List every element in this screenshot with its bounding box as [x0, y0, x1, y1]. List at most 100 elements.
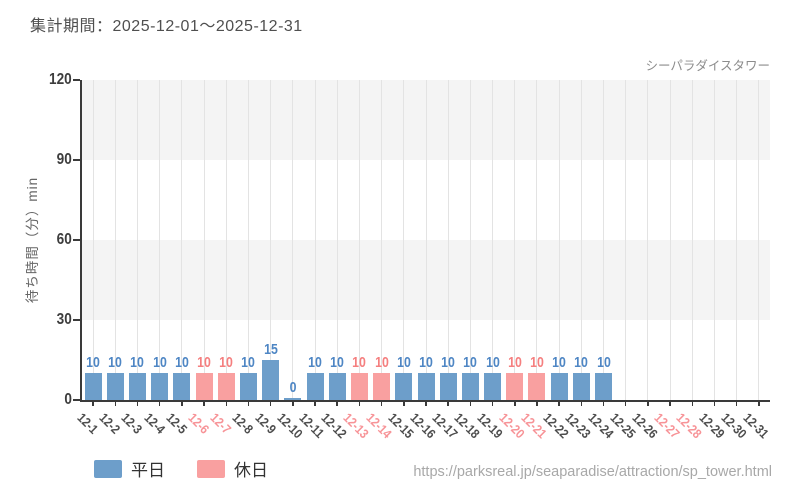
plot-area: 10 10 10 10 10 10 10 10 15 0 10 10 10 10 10 10 10 10 10 10 1…: [49, 71, 771, 441]
y-tick: [73, 319, 80, 321]
x-tick: [314, 401, 316, 406]
x-tick: [136, 401, 139, 406]
bar-12-20: [506, 373, 524, 400]
x-tick: [336, 401, 338, 406]
x-tick: [114, 401, 117, 406]
gridline: [514, 80, 516, 400]
gridline: [714, 80, 716, 400]
legend: 平日 休日: [94, 456, 268, 481]
bar-value-12-9: 15: [263, 341, 278, 358]
y-tick: [73, 239, 80, 241]
gridline: [492, 80, 494, 400]
y-tick: [73, 159, 80, 161]
x-tick-label-12-6: 12-6: [185, 410, 213, 437]
x-tick-label-12-5: 12-5: [163, 410, 191, 437]
x-tick: [735, 401, 738, 406]
gridline: [669, 80, 671, 400]
bar-value-12-7: 10: [219, 354, 234, 372]
bar-value-12-20: 10: [507, 354, 522, 372]
bar-12-19: [484, 373, 502, 400]
legend-item-holiday[interactable]: 休日: [197, 456, 268, 481]
bar-value-12-2: 10: [108, 354, 123, 372]
x-tick-label-12-7: 12-7: [207, 410, 235, 437]
bar-12-9: [262, 360, 280, 400]
bar-value-12-5: 10: [175, 354, 189, 372]
x-tick-label-12-31: 12-31: [740, 410, 772, 442]
x-tick: [92, 401, 94, 406]
bar-12-24: [595, 373, 613, 400]
bar-value-12-24: 10: [596, 354, 611, 372]
gridline: [336, 80, 338, 400]
gridline: [181, 80, 183, 400]
gridline: [92, 80, 94, 400]
bar-12-12: [328, 373, 346, 400]
legend-label-weekday: 平日: [131, 461, 165, 480]
bar-12-2: [106, 373, 124, 400]
x-tick: [203, 401, 205, 406]
bar-12-6: [195, 373, 213, 400]
bar-value-12-14: 10: [374, 354, 389, 372]
gridline: [536, 80, 538, 400]
x-tick: [647, 401, 649, 406]
bar-value-12-3: 10: [130, 354, 145, 372]
bar-value-12-11: 10: [308, 354, 322, 372]
x-tick-label-12-1: 12-1: [74, 410, 102, 437]
gridline: [447, 80, 449, 400]
x-tick: [247, 401, 250, 406]
report-period-title: 集計期間：2025-12-01～2025-12-31: [30, 18, 303, 35]
bar-12-1: [84, 373, 102, 400]
weekday-color-swatch: [94, 459, 122, 478]
x-tick: [691, 401, 694, 406]
bar-12-21: [528, 373, 546, 400]
x-tick-label-12-9: 12-9: [252, 410, 279, 437]
x-tick: [536, 401, 538, 406]
y-tick-label-60: 60: [56, 231, 72, 248]
gridline: [159, 80, 161, 400]
legend-item-weekday[interactable]: 平日: [94, 456, 165, 481]
attraction-name-label: シーパラダイスタワー: [645, 59, 770, 73]
x-axis-line: [80, 400, 770, 402]
source-url: https://parksreal.jp/seaparadise/attract…: [413, 464, 772, 480]
gridline: [736, 80, 738, 400]
bar-12-11: [306, 373, 324, 400]
bar-value-12-4: 10: [152, 354, 167, 372]
x-tick: [447, 401, 449, 406]
bar-12-7: [217, 373, 235, 400]
bar-value-12-17: 10: [441, 354, 456, 372]
legend-label-holiday: 休日: [234, 461, 268, 480]
gridline: [625, 80, 627, 400]
holiday-color-swatch: [197, 459, 225, 478]
gridline: [358, 80, 360, 400]
gridline: [247, 80, 249, 400]
gridline: [381, 80, 383, 400]
gridline: [136, 80, 138, 400]
bar-value-12-15: 10: [396, 354, 411, 372]
bar-12-23: [572, 373, 590, 400]
x-tick: [292, 401, 294, 406]
gridline: [580, 80, 582, 400]
bar-12-3: [128, 373, 146, 400]
x-tick-label-12-2: 12-2: [96, 410, 124, 437]
x-tick: [269, 401, 272, 406]
y-tick: [73, 399, 80, 401]
x-tick: [469, 401, 472, 406]
gridline: [691, 80, 693, 400]
y-tick: [73, 79, 80, 81]
bar-12-10: [284, 398, 302, 400]
gridline: [469, 80, 471, 400]
bar-12-14: [373, 373, 391, 400]
x-tick: [425, 401, 427, 406]
x-tick: [403, 401, 405, 406]
x-tick: [491, 401, 494, 406]
bar-value-12-18: 10: [463, 354, 478, 372]
y-tick-label-120: 120: [49, 71, 72, 88]
bar-value-12-1: 10: [86, 354, 100, 372]
bar-12-17: [439, 373, 457, 400]
gridline: [758, 80, 760, 400]
gridline: [114, 80, 116, 400]
gridline: [403, 80, 405, 400]
bar-value-12-19: 10: [485, 354, 500, 372]
x-tick: [558, 401, 560, 406]
bar-value-12-8: 10: [241, 354, 256, 372]
